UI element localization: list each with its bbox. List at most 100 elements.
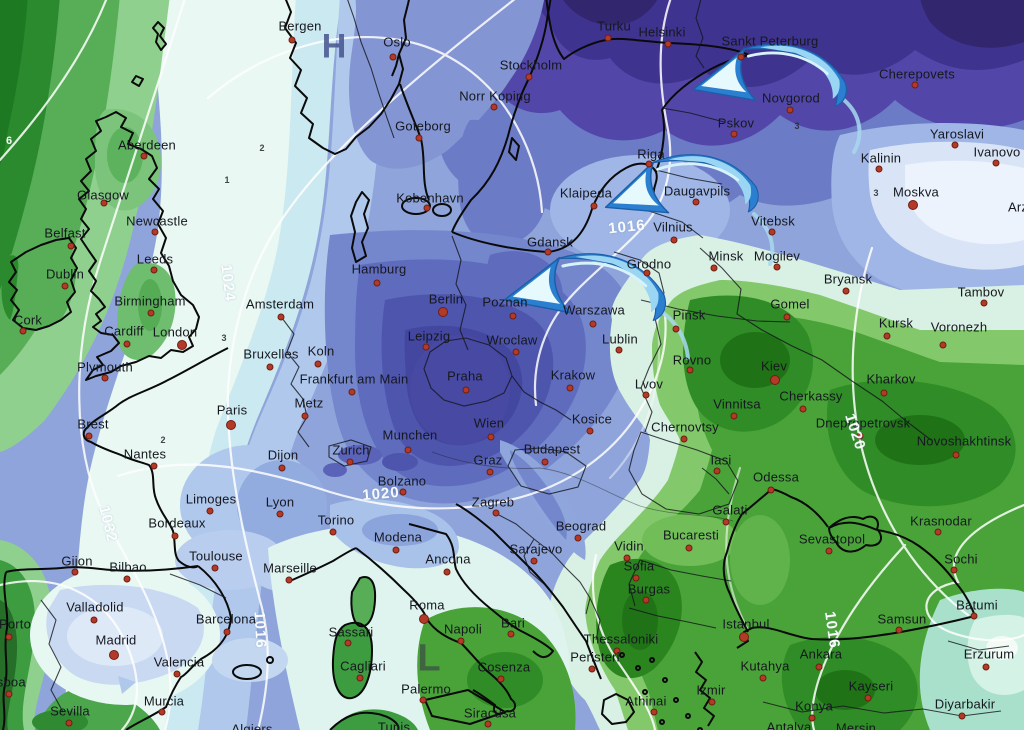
city-dot [680,435,688,443]
city-dot [423,204,431,212]
city-label: Belfast [44,225,86,241]
city-dot [739,632,749,642]
city-label: Barcelona [195,611,257,627]
city-label: Novoshakhtinsk [916,433,1012,449]
city-dot [438,307,448,317]
contour-value-label: 3 [794,121,800,131]
city-dot [586,427,594,435]
city-dot [443,568,451,576]
city-dot [544,248,552,256]
city-label: Murcia [143,693,185,709]
city-label: Newcastle [126,213,188,229]
city-label: Praha [447,368,483,384]
city-label: Graz [473,452,503,468]
city-label: Bilbao [109,559,147,575]
city-dot [150,462,158,470]
city-label: Moskva [893,184,939,200]
city-dot [770,375,780,385]
city-dot [950,566,958,574]
city-label: Paris [216,402,248,418]
city-label: Roma [409,597,445,613]
city-dot [590,202,598,210]
city-dot [490,103,498,111]
city-label: London [152,324,198,340]
isobar-label: 1024 [217,263,239,303]
city-dot [276,510,284,518]
city-label: Glasgow [77,187,129,203]
high-pressure-marker: H [321,27,347,66]
city-label: Beograd [555,518,607,534]
city-dot [348,388,356,396]
city-label: Palermo [401,681,451,697]
city-dot [150,266,158,274]
city-label: Bari [501,615,525,631]
city-dot [211,564,219,572]
city-label: Minsk [708,248,744,264]
city-dot [173,670,181,678]
city-dot [970,612,978,620]
city-label: Leeds [136,251,174,267]
city-label: Kutahya [740,658,790,674]
city-label: Zurich [332,442,370,458]
city-dot [623,554,631,562]
city-dot [177,340,187,350]
city-label: Kiev [760,358,788,374]
city-dot [783,313,791,321]
city-label: Sarajevo [509,541,563,557]
city-dot [486,468,494,476]
city-dot [123,575,131,583]
city-dot [613,647,621,655]
city-label: Sankt Peterburg [721,33,819,49]
city-dot [285,576,293,584]
city-dot [908,200,918,210]
city-label: Kobenhavn [396,190,464,206]
city-label: Bolzano [377,473,427,489]
contour-value-label: 6 [5,135,13,147]
city-label: Porto [0,616,32,632]
city-dot [507,630,515,638]
city-dot [875,165,883,173]
city-label: Tambov [957,284,1005,300]
city-label: Sevilla [50,703,90,719]
city-dot [566,384,574,392]
city-dot [541,458,549,466]
city-label: Mersin [835,720,877,730]
city-dot [982,663,990,671]
city-dot [90,616,98,624]
contour-value-label: 2 [160,435,166,445]
city-label: Vitebsk [751,213,795,229]
city-label: Izmir [696,682,726,698]
city-dot [61,282,69,290]
isobar-label: 1016 [250,610,270,650]
city-label: Goteborg [395,118,451,134]
city-dot [512,348,520,356]
city-dot [509,312,517,320]
city-label: Gomel [770,296,810,312]
city-label: Helsinki [638,24,686,40]
city-label: Kayseri [848,678,894,694]
city-label: Konya [795,698,833,714]
city-label: Algiers [231,721,273,730]
city-label: Poznan [482,294,528,310]
city-dot [773,263,781,271]
city-label: Valencia [153,654,205,670]
city-label: Valladolid [66,599,124,615]
isobar-label: 1016 [607,216,647,238]
city-dot [642,596,650,604]
city-dot [277,313,285,321]
city-dot [71,568,79,576]
city-label: Sofia [623,558,655,574]
city-dot [710,264,718,272]
city-label: Peristeri [570,649,620,665]
city-dot [147,309,155,317]
city-dot [589,320,597,328]
city-dot [100,199,108,207]
city-dot [722,518,730,526]
city-label: Metz [294,395,324,411]
city-dot [980,299,988,307]
city-label: Pskov [717,115,755,131]
city-dot [588,665,596,673]
